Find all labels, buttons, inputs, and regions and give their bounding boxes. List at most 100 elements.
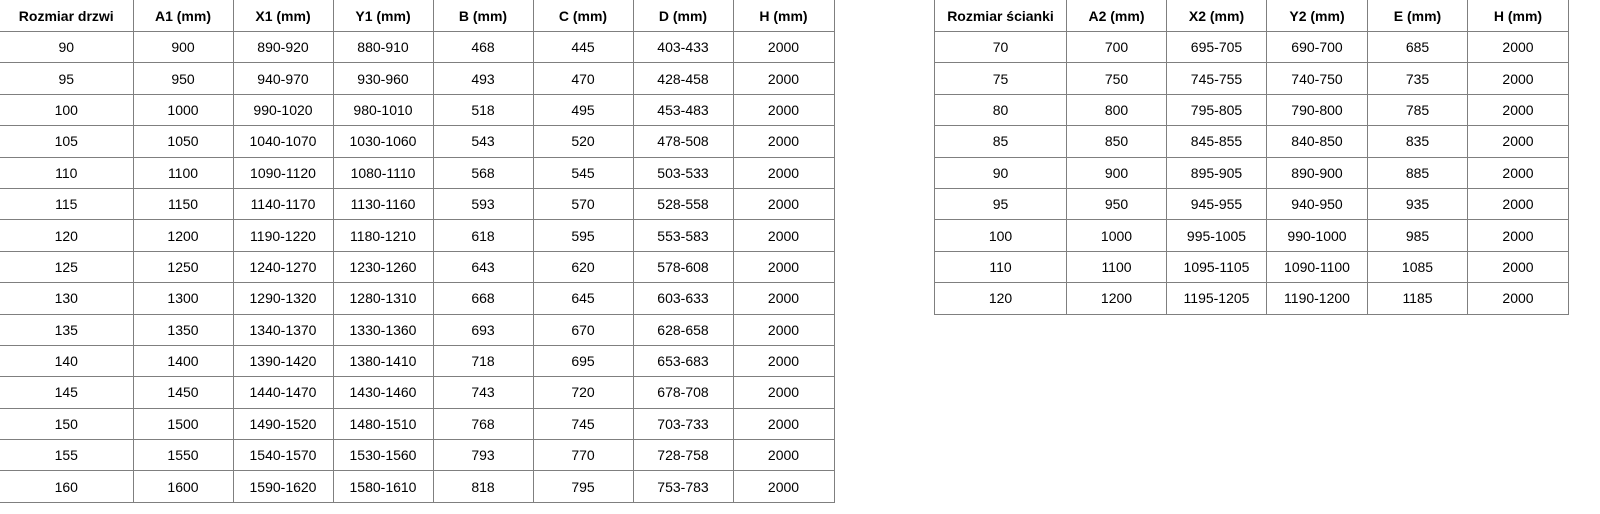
- table-row: 120 1200 1190-1220 1180-1210 618 595 553-583 20…: [0, 219, 835, 252]
- column-header: Rozmiar ścianki: [934, 0, 1067, 32]
- table-cell: 1040-1070: [232, 125, 334, 158]
- table-cell: 90: [934, 156, 1067, 189]
- table-cell: 940-970: [232, 62, 334, 95]
- table-cell: 2000: [732, 282, 835, 315]
- table-row: 115 1150 1140-1170 1130-1160 593 570 528-558 20…: [0, 187, 835, 221]
- table-cell: 603-633: [632, 282, 734, 315]
- table-cell: 790-800: [1266, 93, 1368, 127]
- table-cell: 850: [1066, 125, 1167, 158]
- table-cell: 1200: [1066, 282, 1167, 315]
- table-cell: 2000: [732, 407, 835, 441]
- table-row: 135 1350 1340-1370 1330-1360 693 670 628-658 20…: [0, 313, 835, 346]
- table-cell: 940-950: [1266, 187, 1368, 221]
- table-cell: 2000: [732, 30, 835, 64]
- table-cell: 468: [432, 30, 534, 64]
- table-cell: 620: [532, 250, 634, 284]
- table-row: 100 1000 995-1005 990-1000 985 2000: [934, 219, 1569, 252]
- table-cell: 750: [1066, 62, 1167, 95]
- table-cell: 2000: [732, 344, 835, 378]
- table-cell: 1030-1060: [332, 125, 434, 158]
- table-cell: 845-855: [1166, 125, 1267, 158]
- table-cell: 2000: [1467, 250, 1569, 284]
- table-cell: 145: [0, 376, 134, 409]
- table-cell: 1250: [132, 250, 234, 284]
- table-cell: 995-1005: [1166, 219, 1267, 252]
- table-cell: 1450: [132, 376, 234, 409]
- table-cell: 1140-1170: [232, 187, 334, 221]
- wall-size-table: Rozmiar ścianki A2 (mm) X2 (mm) Y2 (mm) E (m…: [934, 0, 1569, 315]
- table-cell: 2000: [732, 93, 835, 127]
- table-cell: 2000: [1467, 125, 1569, 158]
- table-cell: 1540-1570: [232, 439, 334, 472]
- table-cell: 1500: [132, 407, 234, 441]
- table-cell: 2000: [1467, 282, 1569, 315]
- column-header: Y1 (mm): [332, 0, 434, 32]
- table-row: 95 950 940-970 930-960 493 470 428-458 2000: [0, 62, 835, 95]
- table-cell: 1095-1105: [1166, 250, 1267, 284]
- column-header: H (mm): [732, 0, 835, 32]
- table-cell: 105: [0, 125, 134, 158]
- table-cell: 735: [1367, 62, 1468, 95]
- table-cell: 990-1020: [232, 93, 334, 127]
- table-cell: 950: [132, 62, 234, 95]
- table-cell: 428-458: [632, 62, 734, 95]
- table-cell: 2000: [732, 439, 835, 472]
- table-cell: 618: [432, 219, 534, 252]
- table-cell: 743: [432, 376, 534, 409]
- table-cell: 2000: [1467, 219, 1569, 252]
- table-row: 80 800 795-805 790-800 785 2000: [934, 93, 1569, 127]
- table-cell: 1090-1120: [232, 156, 334, 189]
- table-cell: 1000: [132, 93, 234, 127]
- table-cell: 135: [0, 313, 134, 346]
- table-cell: 728-758: [632, 439, 734, 472]
- table-cell: 2000: [732, 125, 835, 158]
- column-header: A2 (mm): [1066, 0, 1167, 32]
- table-row: 140 1400 1390-1420 1380-1410 718 695 653-683 20…: [0, 344, 835, 378]
- column-header: X1 (mm): [232, 0, 334, 32]
- table-cell: 545: [532, 156, 634, 189]
- table-cell: 125: [0, 250, 134, 284]
- table-cell: 403-433: [632, 30, 734, 64]
- table-cell: 578-608: [632, 250, 734, 284]
- table-cell: 720: [532, 376, 634, 409]
- table-cell: 885: [1367, 156, 1468, 189]
- table-row: 110 1100 1090-1120 1080-1110 568 545 503-533 20…: [0, 156, 835, 189]
- table-cell: 95: [934, 187, 1067, 221]
- column-header: D (mm): [632, 0, 734, 32]
- table-cell: 703-733: [632, 407, 734, 441]
- header-row: Rozmiar drzwi A1 (mm) X1 (mm) Y1 (mm) B (mm)…: [0, 0, 835, 32]
- table-cell: 2000: [732, 156, 835, 189]
- table-cell: 110: [0, 156, 134, 189]
- column-header: X2 (mm): [1166, 0, 1267, 32]
- table-row: 160 1600 1590-1620 1580-1610 818 795 753-783 20…: [0, 470, 835, 503]
- table-cell: 1330-1360: [332, 313, 434, 346]
- table-cell: 493: [432, 62, 534, 95]
- table-cell: 1580-1610: [332, 470, 434, 503]
- table-row: 95 950 945-955 940-950 935 2000: [934, 187, 1569, 221]
- table-cell: 895-905: [1166, 156, 1267, 189]
- table-row: 120 1200 1195-1205 1190-1200 1185 2000: [934, 282, 1569, 315]
- table-row: 155 1550 1540-1570 1530-1560 793 770 728-758 20…: [0, 439, 835, 472]
- table-cell: 1290-1320: [232, 282, 334, 315]
- table-cell: 2000: [732, 187, 835, 221]
- table-cell: 1490-1520: [232, 407, 334, 441]
- table-cell: 693: [432, 313, 534, 346]
- table-cell: 100: [0, 93, 134, 127]
- table-cell: 453-483: [632, 93, 734, 127]
- column-header: H (mm): [1467, 0, 1569, 32]
- table-cell: 880-910: [332, 30, 434, 64]
- table-cell: 2000: [732, 376, 835, 409]
- table-cell: 945-955: [1166, 187, 1267, 221]
- table-cell: 1050: [132, 125, 234, 158]
- table-cell: 120: [934, 282, 1067, 315]
- table-row: 90 900 895-905 890-900 885 2000: [934, 156, 1569, 189]
- table-cell: 980-1010: [332, 93, 434, 127]
- table-cell: 1240-1270: [232, 250, 334, 284]
- table-cell: 445: [532, 30, 634, 64]
- table-row: 70 700 695-705 690-700 685 2000: [934, 30, 1569, 64]
- table-cell: 1000: [1066, 219, 1167, 252]
- table-cell: 150: [0, 407, 134, 441]
- table-cell: 1340-1370: [232, 313, 334, 346]
- table-cell: 800: [1066, 93, 1167, 127]
- table-cell: 478-508: [632, 125, 734, 158]
